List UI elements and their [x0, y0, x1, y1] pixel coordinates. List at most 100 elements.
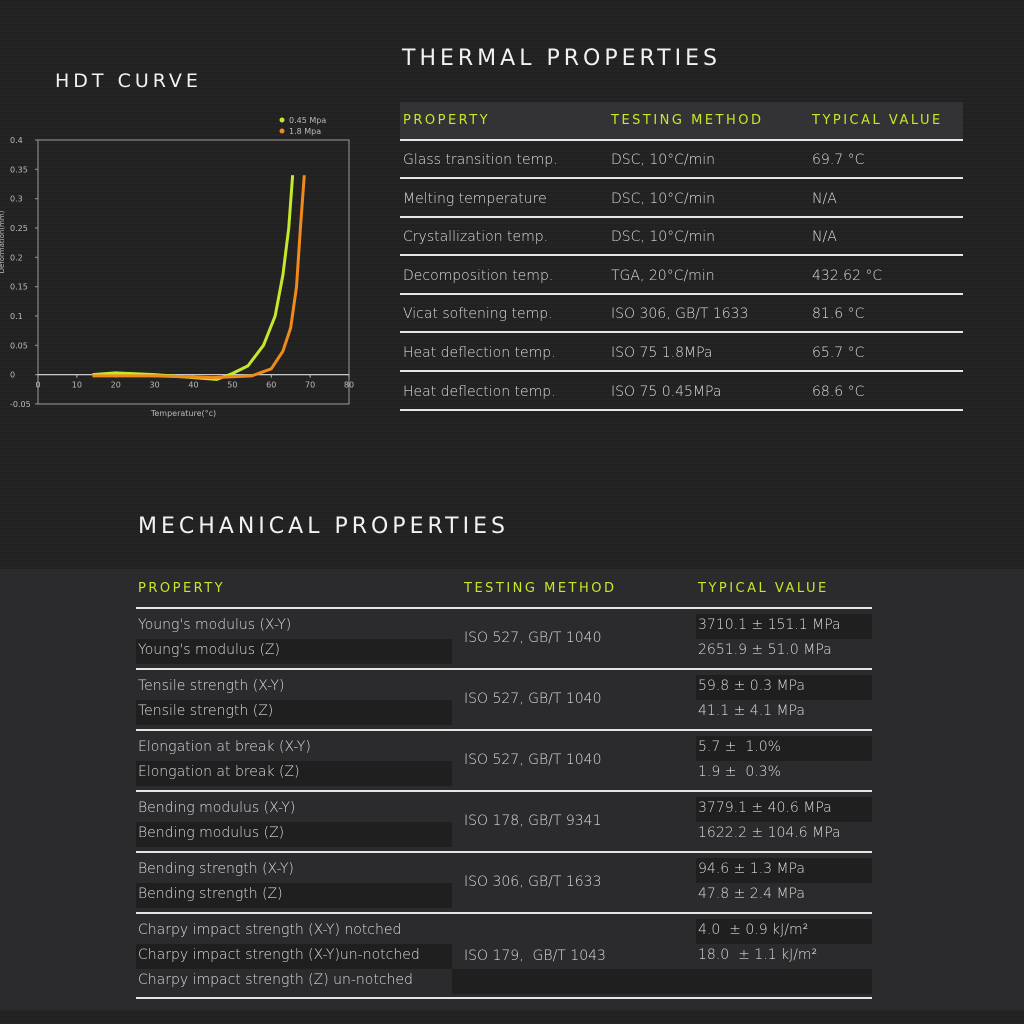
section-title: THERMAL PROPERTIES: [402, 46, 721, 71]
cell: Elongation at break (Z): [138, 764, 300, 780]
cell: 47.8 ± 2.4 MPa: [698, 886, 805, 902]
x-tick-label: 40: [188, 381, 198, 390]
row-shade: [136, 883, 452, 908]
y-tick-label: 0.15: [10, 283, 28, 292]
cell: 41.1 ± 4.1 MPa: [698, 703, 805, 719]
cell: ISO 306, GB/T 1633: [464, 874, 602, 890]
rule: [136, 997, 872, 999]
column-header: TYPICAL VALUE: [698, 581, 829, 596]
column-header: TESTING METHOD: [464, 581, 617, 596]
cell: ISO 306, GB/T 1633: [611, 306, 749, 323]
cell: 18.0 ± 1.1 kJ/m²: [698, 947, 818, 963]
rule: [400, 292, 963, 295]
cell: 1.9 ± 0.3%: [698, 764, 781, 780]
cell: 3779.1 ± 40.6 MPa: [698, 800, 832, 816]
y-tick-label: 0: [10, 371, 15, 380]
cell: 3710.1 ± 151.1 MPa: [698, 617, 841, 633]
cell: Charpy impact strength (X-Y)un-notched: [138, 947, 420, 963]
column-header: PROPERTY: [403, 113, 491, 128]
cell: Bending modulus (Z): [138, 825, 285, 841]
y-tick-label: 0.35: [10, 165, 28, 174]
cell: Glass transition temp.: [403, 152, 558, 168]
column-header: TESTING METHOD: [611, 113, 764, 128]
x-tick-label: 70: [305, 381, 315, 390]
column-header: TYPICAL VALUE: [812, 113, 943, 128]
cell: ISO 179, GB/T 1043: [464, 947, 606, 964]
rule: [400, 408, 963, 411]
cell: Tensile strength (X-Y): [138, 678, 285, 694]
cell: 68.6 °C: [812, 383, 865, 400]
rule: [400, 215, 963, 218]
rule: [400, 254, 963, 257]
cell: 81.6 °C: [812, 306, 865, 323]
header-row: [400, 102, 963, 140]
section-title: MECHANICAL PROPERTIES: [138, 514, 509, 539]
row-shade: [696, 919, 872, 944]
cell: Heat deflection temp.: [403, 383, 556, 400]
y-tick-label: 0.3: [10, 195, 23, 204]
y-tick-label: 0.25: [10, 224, 28, 233]
legend-marker: [279, 117, 285, 123]
row-shade: [136, 700, 452, 725]
row-shade: [452, 969, 872, 994]
cell: Melting temperature: [403, 190, 547, 207]
cell: ISO 75 0.45MPa: [611, 383, 722, 400]
y-tick-label: 0.4: [10, 136, 23, 145]
row-shade: [136, 639, 452, 664]
column-header: PROPERTY: [138, 581, 226, 596]
cell: ISO 178, GB/T 9341: [464, 813, 602, 829]
row-shade: [136, 822, 452, 847]
x-tick-label: 80: [344, 381, 354, 390]
cell: Young's modulus (Z): [138, 642, 280, 658]
rule: [136, 851, 872, 853]
cell: N/A: [812, 229, 837, 246]
cell: ISO 527, GB/T 1040: [464, 752, 602, 768]
row-shade: [696, 736, 872, 761]
legend-marker: [279, 128, 285, 134]
cell: Decomposition temp.: [403, 267, 554, 284]
cell: N/A: [812, 190, 837, 207]
x-axis-label: Temperature(°c): [150, 409, 216, 418]
series-line: [92, 175, 295, 381]
legend-label: 0.45 Mpa: [289, 116, 326, 125]
cell: Young's modulus (X-Y): [138, 617, 292, 633]
y-tick-label: -0.05: [10, 400, 31, 409]
row-shade: [136, 761, 452, 786]
x-tick-label: 0: [35, 381, 40, 390]
cell: 65.7 °C: [812, 345, 865, 361]
cell: 5.7 ± 1.0%: [698, 739, 781, 755]
rule: [136, 912, 872, 914]
cell: Heat deflection temp.: [403, 345, 556, 361]
rule: [400, 139, 963, 141]
cell: DSC, 10°C/min: [611, 229, 716, 246]
chart-title: HDT CURVE: [55, 70, 202, 92]
cell: 94.6 ± 1.3 MPa: [698, 861, 805, 877]
y-axis-label: Deformation(mm): [0, 210, 6, 273]
x-tick-label: 10: [72, 381, 82, 390]
cell: Bending modulus (X-Y): [138, 800, 296, 816]
rule: [400, 331, 963, 334]
cell: Bending strength (Z): [138, 886, 283, 902]
y-tick-label: 0.05: [10, 341, 28, 350]
cell: 4.0 ± 0.9 kJ/m²: [698, 922, 809, 938]
cell: Charpy impact strength (X-Y) notched: [138, 922, 402, 938]
legend-label: 1.8 Mpa: [289, 127, 321, 136]
rule: [136, 668, 872, 670]
x-tick-label: 60: [266, 381, 276, 390]
x-tick-label: 50: [227, 381, 237, 390]
rule: [136, 607, 872, 609]
rule: [136, 790, 872, 792]
cell: TGA, 20°C/min: [611, 267, 715, 284]
cell: 2651.9 ± 51.0 MPa: [698, 642, 832, 658]
cell: 1622.2 ± 104.6 MPa: [698, 825, 841, 841]
cell: ISO 527, GB/T 1040: [464, 691, 602, 707]
cell: Vicat softening temp.: [403, 306, 553, 323]
cell: DSC, 10°C/min: [611, 190, 716, 207]
cell: 432.62 °C: [812, 267, 883, 284]
plot-frame: [37, 139, 350, 405]
rule: [136, 729, 872, 731]
cell: Crystallization temp.: [403, 229, 549, 246]
cell: Tensile strength (Z): [138, 703, 274, 719]
cell: 59.8 ± 0.3 MPa: [698, 678, 805, 694]
cell: Elongation at break (X-Y): [138, 739, 311, 755]
